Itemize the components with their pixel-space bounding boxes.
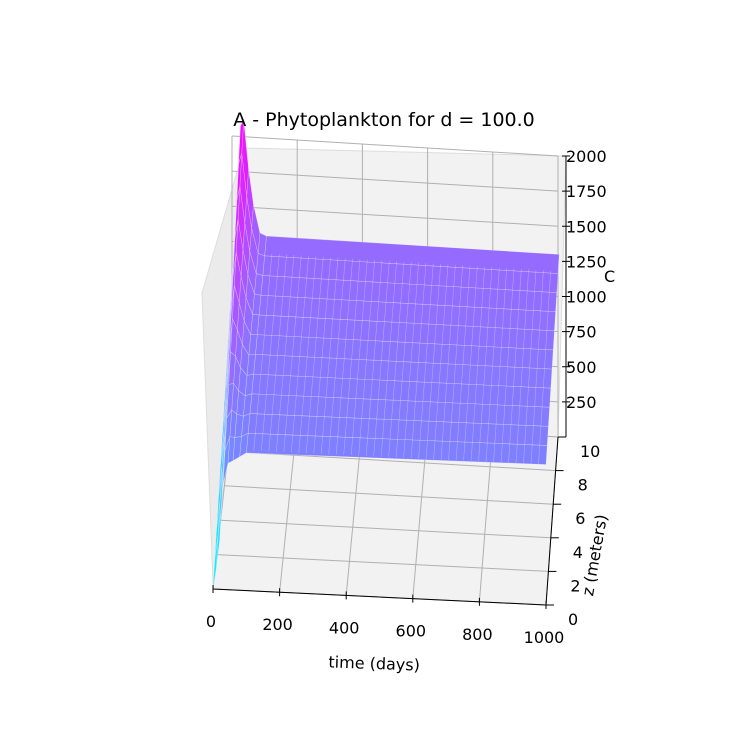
surface-mesh-line — [283, 255, 302, 452]
grid-line-depth — [224, 485, 554, 505]
surface-mesh-line — [373, 260, 390, 457]
grid-line-concentration — [231, 205, 559, 227]
z-tick-label: 500 — [566, 358, 597, 377]
x-tick-label: 400 — [329, 618, 360, 637]
surface-mesh-line — [463, 266, 478, 461]
y-tick-label: 8 — [578, 476, 588, 495]
surface-mesh-line — [343, 259, 361, 455]
x-tick-label: 600 — [396, 622, 427, 641]
surface-mesh-line — [313, 257, 331, 454]
surface-mesh-line — [448, 265, 463, 460]
surface-facet — [231, 189, 238, 277]
surface-mesh-line — [440, 264, 456, 460]
x-axis-label: time (days) — [328, 652, 420, 674]
chart-title: A - Phytoplankton for d = 100.0 — [233, 109, 535, 131]
tick-labels: 0 200 400 600 800 100002468102505007501000125… — [206, 147, 607, 647]
z-tick-label: 1500 — [566, 217, 607, 236]
surface-mesh-line — [365, 260, 383, 456]
phytoplankton-surface — [212, 119, 560, 590]
surface-mesh-line — [253, 253, 273, 451]
surface-mesh-line — [328, 258, 346, 455]
y-tick-label: 6 — [575, 509, 585, 528]
grid-line-concentration — [231, 170, 559, 192]
surface-mesh-line — [388, 261, 405, 457]
surface-mesh-line — [433, 264, 449, 460]
z-tick-label: 250 — [566, 393, 597, 412]
surface-mesh-line — [395, 262, 412, 458]
surface-mesh-line — [500, 268, 515, 463]
surface-mesh-line — [410, 263, 427, 459]
surface-mesh-line — [320, 257, 339, 454]
y-tick-label: 0 — [568, 610, 578, 629]
surface-mesh-line — [290, 255, 309, 453]
surface-mesh-line — [530, 270, 544, 464]
surface-mesh-line — [470, 266, 485, 461]
surface-mesh-line — [523, 269, 537, 464]
surface-mesh-line — [358, 259, 375, 456]
surface-mesh-line — [380, 261, 397, 457]
surface-facet — [234, 126, 241, 224]
x-tick-label: 0 — [206, 612, 216, 631]
grid-line-depth — [220, 519, 551, 539]
x-tick-label: 1000 — [524, 628, 565, 647]
surface-facet — [238, 119, 244, 164]
surface-mesh-line — [305, 256, 324, 454]
y-axis-line — [545, 436, 559, 606]
grid-line-depth — [228, 450, 556, 472]
surface-mesh-line — [485, 267, 500, 462]
surface-mesh-line — [425, 263, 441, 459]
x-axis-line — [212, 588, 547, 606]
z-axis-label: C — [604, 267, 615, 286]
surface-mesh-line — [493, 268, 507, 463]
surface-mesh-line — [508, 268, 522, 463]
surface-facet — [264, 235, 560, 274]
surface-facet — [241, 119, 249, 196]
grid-line-concentration — [231, 135, 559, 157]
surface-mesh-line — [403, 262, 419, 458]
z-tick-label: 750 — [566, 323, 597, 342]
x-tick-label: 200 — [262, 615, 293, 634]
surface-mesh-line — [268, 254, 287, 452]
surface-mesh-line — [335, 258, 353, 455]
surface-mesh-line — [418, 263, 434, 459]
surface-mesh-line — [515, 269, 529, 464]
surface-mesh-line — [260, 254, 280, 451]
y-tick-label: 2 — [570, 576, 580, 595]
y-tick-label: 10 — [580, 442, 600, 461]
y-tick-label: 4 — [573, 543, 583, 562]
z-tick-label: 1000 — [566, 288, 607, 307]
surface-facet — [246, 168, 254, 228]
surface-mesh-line — [298, 256, 317, 453]
surface-mesh-line — [538, 270, 551, 465]
z-tick-label: 1750 — [566, 182, 607, 201]
grid-line-depth — [216, 554, 549, 572]
surface-mesh-line — [275, 254, 295, 452]
surface-mesh-line — [350, 259, 368, 456]
z-tick-label: 2000 — [566, 147, 607, 166]
surface-mesh-line — [455, 265, 471, 461]
surface-mesh-line — [478, 267, 493, 462]
x-tick-label: 800 — [462, 625, 493, 644]
z-tick-label: 1250 — [566, 252, 607, 271]
